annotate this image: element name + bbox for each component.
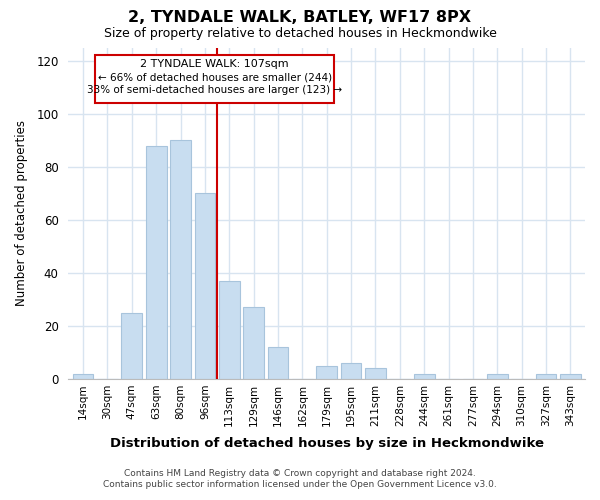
Bar	[146, 146, 167, 379]
Text: Contains HM Land Registry data © Crown copyright and database right 2024.: Contains HM Land Registry data © Crown c…	[124, 470, 476, 478]
Text: Size of property relative to detached houses in Heckmondwike: Size of property relative to detached ho…	[104, 28, 496, 40]
Bar	[487, 374, 508, 379]
Text: 33% of semi-detached houses are larger (123) →: 33% of semi-detached houses are larger (…	[87, 84, 342, 94]
Bar	[316, 366, 337, 379]
Bar	[73, 374, 94, 379]
Bar	[341, 363, 361, 379]
Text: 2 TYNDALE WALK: 107sqm: 2 TYNDALE WALK: 107sqm	[140, 60, 289, 70]
Y-axis label: Number of detached properties: Number of detached properties	[15, 120, 28, 306]
FancyBboxPatch shape	[95, 56, 334, 103]
Bar	[170, 140, 191, 379]
Bar	[414, 374, 434, 379]
Bar	[536, 374, 556, 379]
Text: ← 66% of detached houses are smaller (244): ← 66% of detached houses are smaller (24…	[98, 72, 332, 83]
X-axis label: Distribution of detached houses by size in Heckmondwike: Distribution of detached houses by size …	[110, 437, 544, 450]
Bar	[268, 347, 289, 379]
Bar	[219, 281, 239, 379]
Bar	[121, 312, 142, 379]
Bar	[194, 194, 215, 379]
Bar	[243, 308, 264, 379]
Text: Contains public sector information licensed under the Open Government Licence v3: Contains public sector information licen…	[103, 480, 497, 489]
Bar	[560, 374, 581, 379]
Text: 2, TYNDALE WALK, BATLEY, WF17 8PX: 2, TYNDALE WALK, BATLEY, WF17 8PX	[128, 10, 472, 25]
Bar	[365, 368, 386, 379]
